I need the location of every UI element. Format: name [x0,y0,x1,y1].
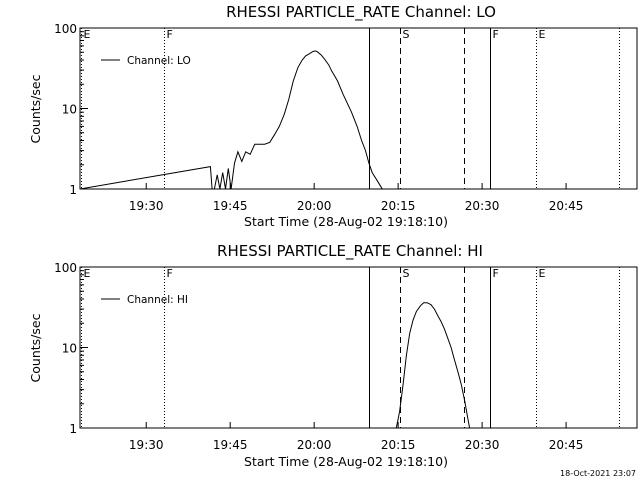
panel-lo-title: RHESSI PARTICLE_RATE Channel: LO [226,3,496,22]
panel-lo-legend-label: Channel: LO [127,55,191,67]
panel-hi-title: RHESSI PARTICLE_RATE Channel: HI [217,242,483,261]
panel-hi-event-marker-label: E [539,267,546,280]
panel-lo-event-marker-label: E [84,28,91,41]
panel-hi-series-line [80,302,471,429]
panel-lo-plot: 19:30 19:45 20:00 20:15 20:30 20:45 1 10 100 E F S F… [54,22,620,213]
panel-hi-event-marker-label: S [403,267,410,280]
panel-hi-plot: 19:30 19:45 20:00 20:15 20:30 20:45 1 10 100 E F S F… [54,261,620,452]
panel-hi-legend-label: Channel: HI [127,294,188,306]
panel-hi-plot-frame [79,266,638,429]
panel-hi-xtick-label: 19:45 [213,438,248,452]
panel-hi-xlabel: Start Time (28-Aug-02 19:18:10) [244,454,448,469]
panel-hi-ytick-label: 1 [69,422,77,436]
panel-lo-xtick-label: 20:00 [297,199,332,213]
panel-lo-plot-frame [79,27,638,190]
panel-hi-ytick-label: 100 [54,261,77,275]
panel-hi-ytick-label: 10 [62,342,77,356]
panel-hi-event-marker-label: E [84,267,91,280]
panel-lo-xtick-label: 19:30 [129,199,164,213]
panel-lo-event-marker-label: F [167,28,173,41]
panel-hi-event-marker-label: F [493,267,499,280]
panel-hi-xtick-label: 20:15 [381,438,416,452]
panel-lo-event-marker-label: S [403,28,410,41]
panel-lo-xtick-label: 20:30 [465,199,500,213]
panel-hi-event-marker-label: F [167,267,173,280]
panel-lo-ytick-label: 1 [69,183,77,197]
panel-hi-xtick-label: 20:45 [549,438,584,452]
panel-hi-xtick-label: 20:00 [297,438,332,452]
panel-hi-xtick-label: 20:30 [465,438,500,452]
panel-lo-event-marker-label: E [539,28,546,41]
panel-lo-xtick-label: 19:45 [213,199,248,213]
panel-hi: RHESSI PARTICLE_RATE Channel: HI 19:30 19… [28,242,638,469]
panel-lo-xtick-label: 20:45 [549,199,584,213]
panel-lo-xtick-label: 20:15 [381,199,416,213]
panel-lo: RHESSI PARTICLE_RATE Channel: LO 19:30 19… [28,3,638,229]
panel-lo-event-marker-label: F [493,28,499,41]
panel-lo-xlabel: Start Time (28-Aug-02 19:18:10) [244,214,448,229]
panel-hi-ylabel: Counts/sec [28,313,43,382]
footer-timestamp: 18-Oct-2021 23:07 [560,469,636,478]
panel-hi-xtick-label: 19:30 [129,438,164,452]
panel-lo-ytick-label: 10 [62,103,77,117]
panel-lo-ylabel: Counts/sec [28,74,43,143]
panel-lo-series-line [79,50,403,190]
panel-lo-ytick-label: 100 [54,22,77,36]
